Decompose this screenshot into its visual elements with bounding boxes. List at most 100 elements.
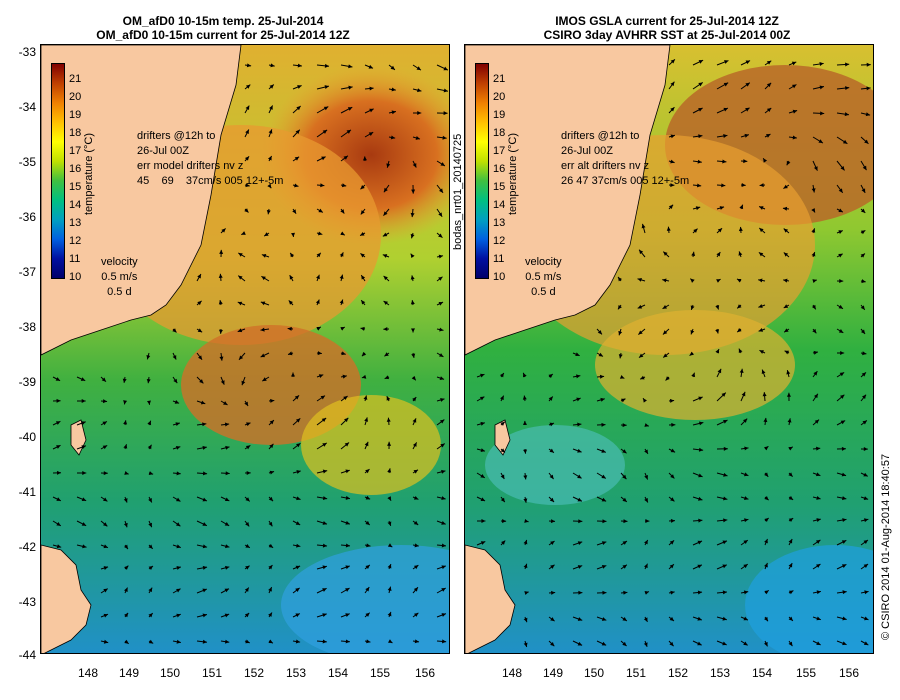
current-arrowhead bbox=[176, 471, 181, 476]
current-arrowhead bbox=[174, 400, 180, 404]
current-arrowhead bbox=[340, 327, 345, 331]
current-arrowhead bbox=[549, 497, 555, 503]
current-arrowhead bbox=[414, 639, 420, 644]
current-arrowhead bbox=[294, 156, 300, 161]
lon-tick: 148 bbox=[501, 666, 523, 680]
current-arrowhead bbox=[738, 348, 743, 354]
current-arrowhead bbox=[745, 82, 750, 87]
colorbar-tick: 10 bbox=[493, 271, 506, 283]
current-arrowhead bbox=[861, 279, 866, 284]
current-arrowhead bbox=[245, 565, 250, 570]
current-arrowhead bbox=[863, 564, 869, 568]
current-arrowhead bbox=[365, 587, 370, 592]
current-arrowhead bbox=[345, 613, 350, 617]
current-arrowhead bbox=[813, 371, 818, 376]
current-arrowhead bbox=[322, 639, 327, 644]
current-arrowhead bbox=[103, 639, 109, 644]
current-arrowhead bbox=[499, 373, 504, 378]
current-arrowhead bbox=[578, 519, 583, 524]
current-arrowhead bbox=[270, 63, 275, 68]
current-arrowhead bbox=[391, 110, 396, 115]
current-arrowhead bbox=[722, 159, 727, 164]
current-arrowhead bbox=[123, 544, 128, 550]
current-arrowhead bbox=[361, 351, 367, 357]
current-arrowhead bbox=[783, 278, 788, 283]
colorbar-tick: 19 bbox=[69, 109, 82, 121]
current-arrowhead bbox=[864, 139, 869, 144]
island bbox=[494, 419, 511, 456]
current-arrowhead bbox=[438, 353, 444, 357]
current-arrowhead bbox=[438, 212, 443, 217]
current-arrowhead bbox=[383, 211, 388, 216]
colorbar-tick: 17 bbox=[69, 145, 82, 157]
lat-tick: -38 bbox=[18, 320, 36, 334]
current-arrowhead bbox=[723, 107, 728, 112]
current-arrowhead bbox=[176, 588, 181, 593]
warm-filament bbox=[595, 310, 795, 420]
current-arrowhead bbox=[782, 206, 788, 211]
current-arrowhead bbox=[202, 565, 208, 570]
current-arrowhead bbox=[387, 521, 392, 526]
current-arrowhead bbox=[697, 540, 702, 545]
current-arrowhead bbox=[410, 212, 415, 218]
current-arrowhead bbox=[413, 587, 418, 592]
current-arrowhead bbox=[811, 208, 815, 213]
current-arrowhead bbox=[315, 299, 320, 305]
current-arrowhead bbox=[383, 327, 388, 332]
current-arrowhead bbox=[322, 442, 327, 447]
colorbar-tick: 13 bbox=[69, 217, 82, 229]
current-arrowhead bbox=[637, 304, 643, 309]
current-arrowhead bbox=[442, 135, 447, 140]
current-arrowhead bbox=[287, 326, 292, 331]
current-arrowhead bbox=[238, 275, 243, 280]
current-arrowhead bbox=[296, 543, 301, 548]
current-arrowhead bbox=[316, 252, 321, 258]
current-arrowhead bbox=[788, 539, 793, 544]
current-arrowhead bbox=[670, 107, 675, 112]
lat-tick: -40 bbox=[18, 430, 36, 444]
current-arrowhead bbox=[841, 540, 847, 544]
current-arrowhead bbox=[439, 419, 445, 424]
current-arrowhead bbox=[644, 591, 649, 595]
current-arrowhead bbox=[382, 254, 388, 258]
current-arrowhead bbox=[860, 329, 866, 334]
current-arrowhead bbox=[244, 401, 249, 407]
current-arrowhead bbox=[577, 641, 583, 646]
current-arrowhead bbox=[786, 392, 791, 397]
current-arrowhead bbox=[81, 522, 87, 526]
current-arrowhead bbox=[268, 129, 273, 134]
current-arrowhead bbox=[723, 496, 728, 501]
current-arrowhead bbox=[103, 522, 108, 527]
current-arrowhead bbox=[522, 372, 527, 378]
current-arrowhead bbox=[360, 326, 365, 331]
current-arrowhead bbox=[288, 300, 293, 305]
mainland-coast bbox=[41, 45, 242, 356]
current-arrowhead bbox=[550, 519, 556, 524]
current-arrowhead bbox=[639, 249, 644, 255]
current-arrowhead bbox=[792, 135, 797, 140]
current-arrowhead bbox=[148, 471, 154, 476]
colorbar-tick: 15 bbox=[69, 181, 82, 193]
current-arrowhead bbox=[297, 85, 302, 89]
current-arrowhead bbox=[268, 521, 273, 527]
current-arrowhead bbox=[245, 544, 250, 548]
current-arrowhead bbox=[202, 639, 207, 644]
current-arrowhead bbox=[480, 497, 486, 501]
current-arrowhead bbox=[643, 617, 648, 622]
current-arrowhead bbox=[759, 228, 764, 233]
current-arrowhead bbox=[622, 449, 627, 454]
current-arrowhead bbox=[840, 166, 845, 171]
current-arrowhead bbox=[413, 495, 419, 500]
current-arrowhead bbox=[175, 497, 181, 502]
colorbar-tick: 17 bbox=[493, 145, 506, 157]
lat-tick: -42 bbox=[18, 540, 36, 554]
current-arrowhead bbox=[550, 564, 555, 569]
current-arrowhead bbox=[600, 397, 605, 402]
colorbar-tick: 21 bbox=[69, 73, 82, 85]
current-arrowhead bbox=[764, 538, 768, 544]
current-arrowhead bbox=[410, 328, 415, 333]
current-arrowhead bbox=[842, 616, 847, 621]
current-arrowhead bbox=[148, 587, 153, 593]
current-arrowhead bbox=[360, 231, 365, 236]
current-arrowhead bbox=[815, 539, 821, 544]
